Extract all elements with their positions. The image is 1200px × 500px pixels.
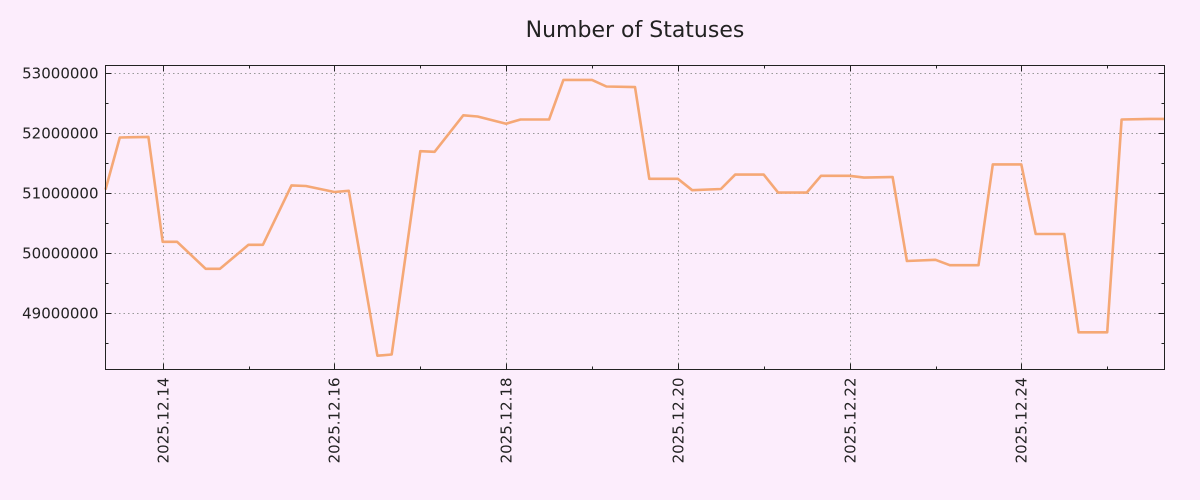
x-tick-label: 2025.12.14	[155, 378, 173, 464]
y-tick-label: 53000000	[22, 65, 98, 83]
x-tick-label: 2025.12.18	[498, 378, 516, 464]
x-tick-label: 2025.12.22	[842, 378, 860, 464]
chart-title: Number of Statuses	[526, 18, 745, 43]
series-line	[104, 78, 1165, 358]
y-tick-label: 50000000	[22, 245, 98, 263]
x-tick-label: 2025.12.16	[326, 378, 344, 464]
y-tick-label: 51000000	[22, 185, 98, 203]
x-tick-label: 2025.12.20	[670, 378, 688, 464]
y-tick-label: 49000000	[22, 305, 98, 323]
grid	[105, 65, 1165, 370]
plot-frame	[105, 65, 1165, 370]
x-tick-label: 2025.12.24	[1013, 378, 1031, 464]
y-tick-label: 52000000	[22, 125, 98, 143]
axes: 49000000 50000000 51000000 52000000 53000000…	[22, 65, 1165, 464]
